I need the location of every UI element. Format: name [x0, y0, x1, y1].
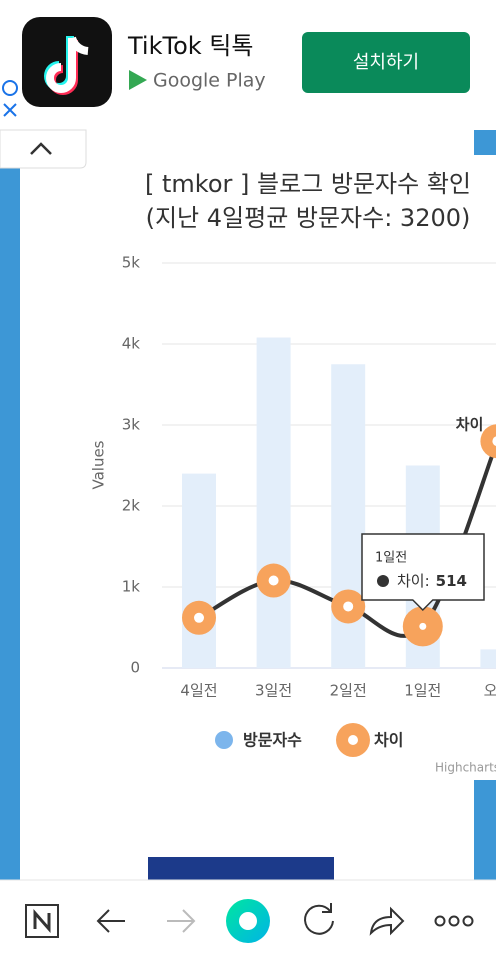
marker-center [343, 601, 354, 612]
chart-title: [ tmkor ] 블로그 방문자수 확인 [145, 170, 471, 198]
y-tick-label: 4k [122, 335, 141, 353]
y-tick-label: 3k [122, 416, 141, 434]
more-button[interactable] [434, 915, 474, 927]
marker [480, 424, 496, 459]
bar [256, 337, 291, 668]
marker-center [268, 575, 279, 586]
app-name: TikTok 틱톡 [127, 32, 253, 60]
icon-note [46, 36, 89, 93]
chart: [ tmkor ] 블로그 방문자수 확인 (지난 4일평균 방문자수: 320… [90, 170, 496, 775]
home-dot [239, 912, 257, 930]
y-tick-label: 2k [122, 497, 141, 515]
bar [182, 473, 216, 668]
install-label: 설치하기 [353, 52, 419, 73]
tooltip-header: 1일전 [375, 551, 407, 566]
side-strip [474, 780, 496, 880]
y-axis-label: Values [90, 440, 108, 489]
tooltip-value: 514 [436, 572, 467, 590]
y-tick-label: 0 [130, 659, 140, 677]
legend-label: 방문자수 [243, 731, 302, 750]
credits: Highcharts.com [435, 761, 496, 775]
tooltip-dot [377, 575, 389, 587]
x-tick-label: 4일전 [180, 682, 217, 700]
legend-swatch-center [348, 735, 358, 745]
tooltip-text: 차이: 514 [397, 572, 467, 590]
store-name: Google Play [153, 70, 266, 92]
ad-close[interactable] [3, 103, 17, 117]
banner[interactable] [148, 857, 334, 882]
x-tick-label: 1일전 [404, 682, 441, 700]
side-strip [0, 130, 20, 880]
chart-subtitle: (지난 4일평균 방문자수: 3200) [146, 204, 471, 232]
tooltip [361, 533, 485, 612]
share-button[interactable] [369, 906, 405, 936]
play-icon [129, 70, 147, 90]
marker-center [419, 622, 427, 630]
data-label: 차이 [456, 416, 484, 434]
ad-info[interactable] [2, 80, 18, 96]
legend-label: 차이 [374, 731, 403, 750]
collapse-tab[interactable] [0, 129, 87, 169]
install-button[interactable] [302, 32, 470, 93]
legend-swatch [215, 731, 233, 749]
chevron [30, 142, 52, 155]
side-strip [474, 130, 496, 155]
tooltip-label: 차이: [397, 572, 430, 590]
bar [480, 649, 496, 668]
marker-center [194, 612, 204, 623]
forward-button[interactable] [167, 909, 196, 933]
y-tick-label: 1k [122, 578, 141, 596]
y-tick-label: 5k [122, 254, 141, 272]
back-button[interactable] [96, 909, 125, 933]
x-tick-label: 오늘 [484, 682, 496, 700]
naver-button[interactable] [25, 904, 59, 938]
x-tick-label: 3일전 [255, 682, 292, 700]
marker-center [492, 436, 496, 446]
naver-n [33, 909, 51, 933]
refresh-button[interactable] [304, 903, 334, 935]
x-tick-label: 2일전 [330, 682, 367, 700]
